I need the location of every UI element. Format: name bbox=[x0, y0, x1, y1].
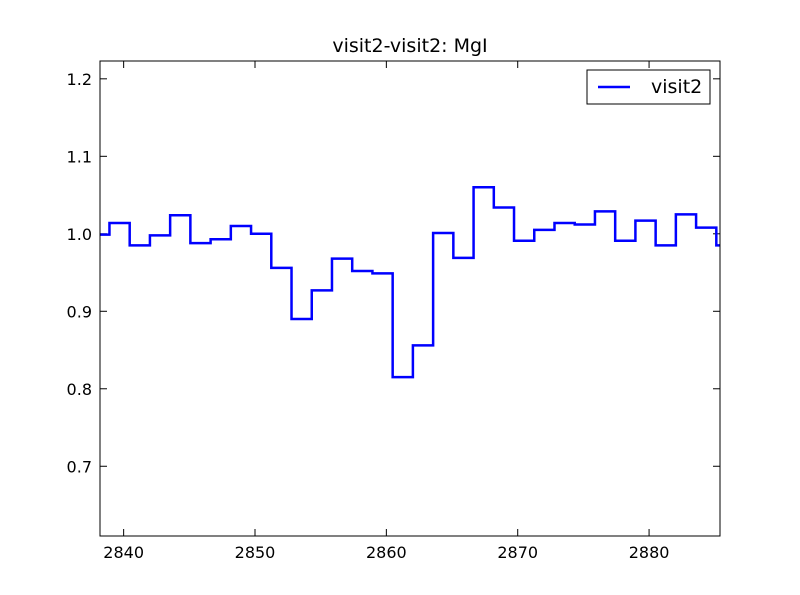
axis-ticks bbox=[100, 61, 720, 536]
x-tick-label: 2860 bbox=[366, 543, 407, 562]
y-tick-label: 0.7 bbox=[67, 457, 92, 476]
x-tick-label: 2840 bbox=[103, 543, 144, 562]
series-line-visit2 bbox=[100, 186, 720, 379]
y-tick-label: 1.1 bbox=[67, 147, 92, 166]
plot-area bbox=[100, 186, 720, 379]
plot-frame bbox=[99, 60, 721, 537]
y-tick-label: 1.2 bbox=[67, 70, 92, 89]
y-tick-label: 0.9 bbox=[67, 302, 92, 321]
legend-label-visit2: visit2 bbox=[651, 76, 702, 98]
x-tick-label: 2880 bbox=[629, 543, 670, 562]
chart-title: visit2-visit2: MgI bbox=[332, 35, 487, 57]
axis-tick-labels: 2840 2850 2860 2870 2880 0.7 0.8 0.9 1.0 1.1 1.2 bbox=[67, 70, 670, 562]
y-tick-label: 0.8 bbox=[67, 380, 92, 399]
legend: visit2 bbox=[586, 69, 711, 105]
x-tick-label: 2850 bbox=[235, 543, 276, 562]
y-tick-label: 1.0 bbox=[67, 225, 92, 244]
x-tick-label: 2870 bbox=[497, 543, 538, 562]
